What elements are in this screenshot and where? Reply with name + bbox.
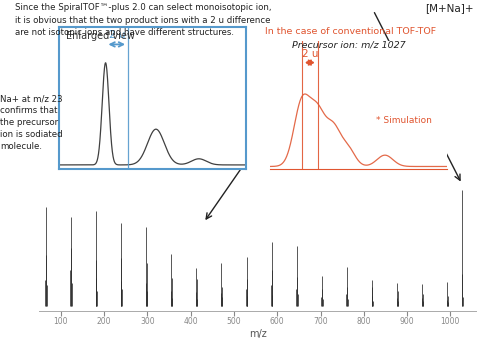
Text: Precursor ion: m/z 1027: Precursor ion: m/z 1027: [292, 41, 406, 50]
X-axis label: m/z: m/z: [249, 329, 267, 338]
Text: Na+ at m/z 23
confirms that
the precursor
ion is sodiated
molecule.: Na+ at m/z 23 confirms that the precurso…: [0, 95, 63, 151]
Text: Since the SpiralTOF™-plus 2.0 can select monoisotopic ion,
it is obvious that th: Since the SpiralTOF™-plus 2.0 can select…: [15, 3, 271, 37]
Text: * Simulation: * Simulation: [376, 116, 432, 125]
Text: 2 u: 2 u: [109, 30, 125, 40]
Text: [M+Na]+: [M+Na]+: [425, 3, 474, 14]
Text: 2 u: 2 u: [301, 49, 318, 59]
Text: In the case of conventional TOF-TOF: In the case of conventional TOF-TOF: [265, 27, 436, 36]
Text: Enlarged view: Enlarged view: [66, 31, 135, 41]
